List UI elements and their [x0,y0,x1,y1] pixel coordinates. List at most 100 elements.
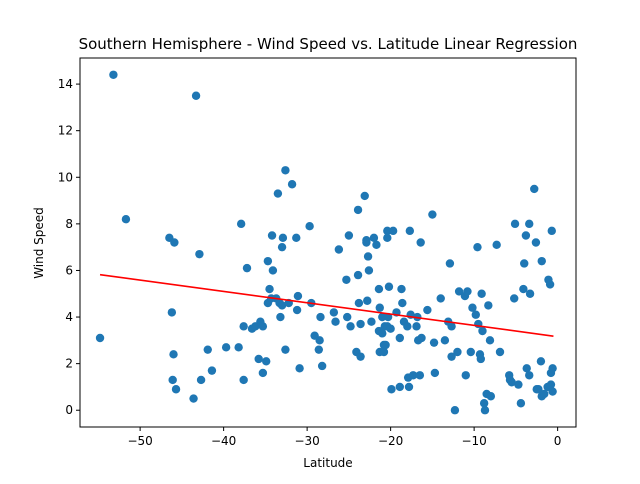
data-point [486,392,496,401]
data-point [258,368,268,378]
data-point [388,226,398,236]
y-tick-label: 4 [65,310,73,324]
regression-line [99,273,554,337]
data-point [356,352,365,361]
data-point [461,371,470,380]
y-tick-label: 6 [65,263,73,277]
data-point [287,180,297,189]
data-point [471,310,480,319]
data-point [354,298,364,308]
data-point [520,259,529,268]
y-tick-label: 8 [65,217,73,231]
data-point [196,375,206,385]
data-point [383,312,393,322]
data-point [408,371,418,380]
data-point [171,385,181,394]
x-tick-label: −20 [378,434,403,448]
data-point [372,240,381,250]
chart-title: Southern Hemisphere - Wind Speed vs. Lat… [79,35,578,53]
data-point [445,259,455,268]
data-point [405,226,415,236]
data-point [477,289,486,298]
data-point [416,238,425,247]
y-axis-label: Wind Speed [32,207,46,279]
data-point [492,240,501,250]
data-point [367,317,376,326]
data-point [268,266,278,275]
data-point [534,385,543,394]
data-point [276,312,285,322]
data-point [236,219,246,229]
data-point [510,294,519,303]
data-point [510,219,520,229]
data-point [169,350,178,359]
data-point [383,226,392,236]
data-point [203,345,212,354]
data-point [109,70,118,79]
data-point [295,364,304,373]
data-point [191,91,201,100]
data-point [525,371,534,380]
data-point [239,322,248,331]
data-point [522,364,531,373]
data-point [364,266,374,275]
data-point [384,282,394,291]
data-point [375,303,384,312]
data-point [417,333,426,343]
plot-area [79,57,577,428]
data-point [314,345,324,354]
data-point [478,326,487,336]
data-point [516,399,526,408]
data-point [292,305,302,315]
x-tick-label: −40 [211,434,236,448]
data-point [343,312,352,322]
data-point [468,303,477,312]
data-point [363,252,373,261]
x-tick-label: −10 [461,434,486,448]
data-point [353,270,363,280]
data-point [379,347,389,357]
data-point [430,368,440,378]
y-tick-label: 2 [65,357,73,371]
data-point [485,336,495,345]
data-point [453,347,462,357]
data-point [480,406,490,415]
data-point [281,345,290,354]
data-point [265,284,274,294]
data-point [473,242,482,252]
data-point [317,361,327,371]
data-point [242,263,252,273]
y-tick-label: 12 [58,124,73,138]
data-point [378,329,387,338]
x-axis-label: Latitude [303,456,352,470]
data-point [540,389,549,399]
data-point [378,312,387,322]
data-point [281,166,290,175]
data-point [514,380,523,389]
data-point [331,317,340,326]
data-point [525,219,534,229]
data-point [258,322,268,331]
data-point [369,233,379,243]
x-tick-label: 0 [554,434,562,448]
data-point [440,336,450,345]
data-point [346,322,355,331]
data-point [293,291,303,301]
data-point [546,380,556,389]
data-point [329,308,339,317]
data-point [415,371,425,380]
data-point [262,357,271,366]
data-point [484,301,493,310]
data-point [476,354,486,364]
data-point [267,231,277,240]
data-point [305,221,314,231]
data-point [436,294,445,303]
plot-frame [79,57,577,428]
data-point [168,375,177,385]
data-point [95,333,105,343]
data-point [466,347,475,357]
data-point [525,289,535,298]
